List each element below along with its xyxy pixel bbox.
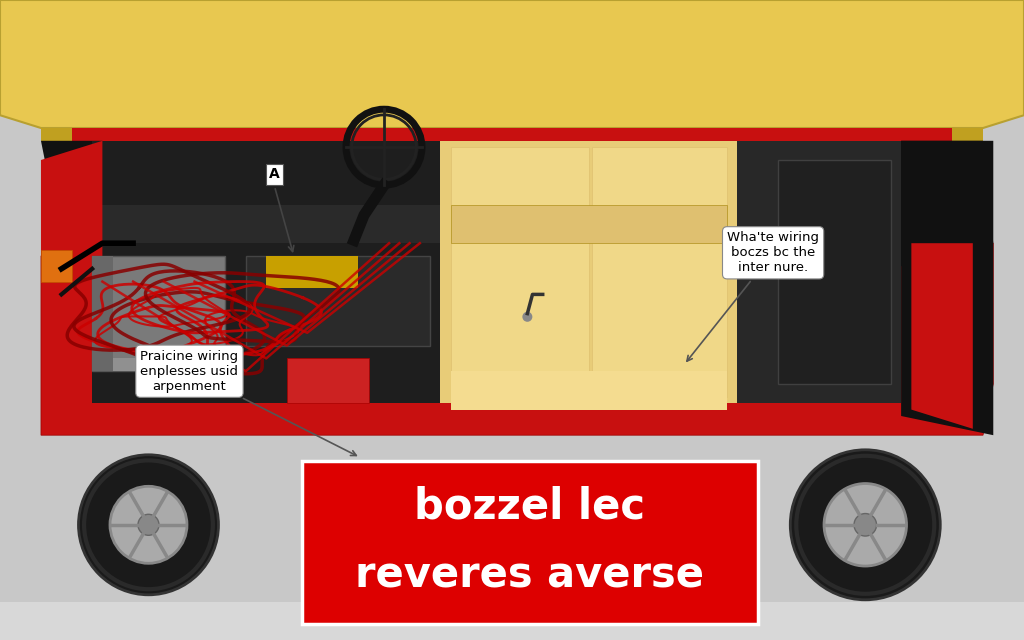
Text: A: A (269, 167, 280, 181)
Bar (302, 461, 758, 624)
Circle shape (110, 486, 187, 563)
Polygon shape (891, 141, 993, 269)
Polygon shape (92, 358, 225, 371)
Polygon shape (451, 147, 589, 397)
Text: reveres averse: reveres averse (355, 554, 705, 596)
Polygon shape (266, 256, 358, 288)
Text: bozzel lec: bozzel lec (415, 486, 645, 527)
Polygon shape (592, 147, 727, 397)
Polygon shape (61, 205, 942, 243)
Polygon shape (246, 256, 430, 346)
Text: Wha'te wiring
boczs bc the
inter nure.: Wha'te wiring boczs bc the inter nure. (687, 231, 819, 361)
Polygon shape (92, 256, 113, 371)
Polygon shape (737, 141, 901, 403)
Polygon shape (287, 358, 369, 403)
Circle shape (824, 484, 906, 566)
Polygon shape (92, 205, 440, 243)
Polygon shape (0, 0, 1024, 128)
Polygon shape (451, 371, 727, 410)
Polygon shape (901, 141, 993, 435)
Polygon shape (72, 128, 952, 192)
Polygon shape (451, 205, 727, 243)
Bar (0, 602, 1024, 640)
Polygon shape (72, 173, 952, 205)
Text: Praicine wiring
enplesses usid
arpenment: Praicine wiring enplesses usid arpenment (140, 349, 356, 456)
Polygon shape (41, 141, 102, 256)
Circle shape (138, 515, 159, 535)
Circle shape (522, 312, 532, 322)
Polygon shape (92, 256, 225, 371)
Polygon shape (41, 224, 993, 435)
Circle shape (791, 450, 940, 600)
Circle shape (854, 513, 877, 536)
Polygon shape (41, 128, 983, 141)
Polygon shape (911, 243, 973, 429)
Polygon shape (92, 141, 440, 403)
Polygon shape (41, 141, 123, 243)
Polygon shape (778, 160, 891, 384)
Circle shape (79, 455, 218, 595)
Polygon shape (440, 141, 737, 403)
Polygon shape (61, 192, 963, 224)
Polygon shape (41, 250, 72, 282)
